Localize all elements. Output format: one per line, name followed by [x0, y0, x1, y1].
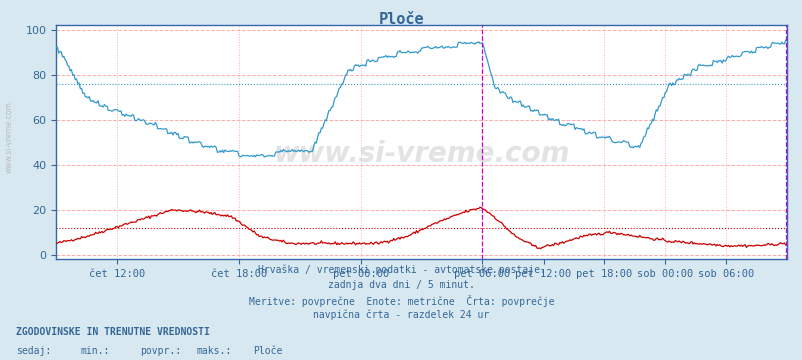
Text: Hrvaška / vremenski podatki - avtomatske postaje.: Hrvaška / vremenski podatki - avtomatske… — [257, 265, 545, 275]
Text: navpična črta - razdelek 24 ur: navpična črta - razdelek 24 ur — [313, 310, 489, 320]
Text: Ploče: Ploče — [253, 346, 282, 356]
Text: www.si-vreme.com: www.si-vreme.com — [273, 140, 569, 168]
Text: maks.:: maks.: — [196, 346, 232, 356]
Text: sedaj:: sedaj: — [16, 346, 51, 356]
Text: povpr.:: povpr.: — [140, 346, 181, 356]
Text: Meritve: povprečne  Enote: metrične  Črta: povprečje: Meritve: povprečne Enote: metrične Črta:… — [249, 295, 553, 307]
Text: ZGODOVINSKE IN TRENUTNE VREDNOSTI: ZGODOVINSKE IN TRENUTNE VREDNOSTI — [16, 327, 209, 337]
Text: Ploče: Ploče — [379, 12, 423, 27]
Text: www.si-vreme.com: www.si-vreme.com — [5, 101, 14, 173]
Text: zadnja dva dni / 5 minut.: zadnja dva dni / 5 minut. — [328, 280, 474, 290]
Text: min.:: min.: — [80, 346, 110, 356]
